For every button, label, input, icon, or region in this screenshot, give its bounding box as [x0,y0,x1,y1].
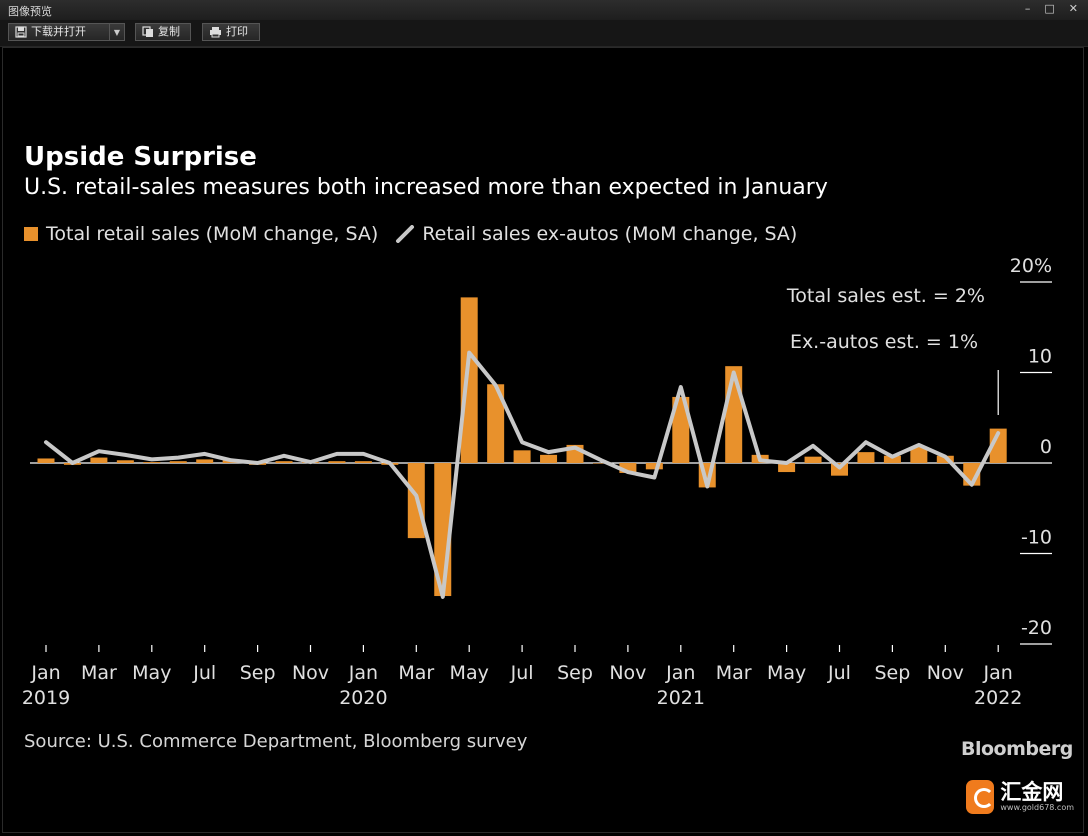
bar-total-retail [857,452,875,463]
window-controls: – □ ✕ [1025,2,1078,15]
y-tick-label: 10 [1028,346,1052,368]
download-dropdown-button[interactable]: ▼ [109,23,125,41]
x-tick-year-label: 2019 [22,687,70,709]
watermark: 汇金网 www.gold678.com [966,775,1074,819]
x-tick-month-label: Jan [348,662,378,684]
bar-total-retail [37,458,55,463]
legend-bar-label: Total retail sales (MoM change, SA) [46,223,379,245]
close-icon[interactable]: ✕ [1068,2,1078,15]
preview-frame [2,47,1084,833]
x-tick-year-label: 2021 [657,687,705,709]
x-tick-month-label: Nov [292,662,329,684]
x-tick-month-label: Jul [827,662,851,684]
y-tick-label: 0 [1040,436,1052,458]
copy-button[interactable]: 复制 [135,23,191,41]
download-open-label: 下载并打开 [31,25,86,38]
window-title: 图像预览 [8,5,52,18]
watermark-text: 汇金网 www.gold678.com [1000,780,1074,812]
x-tick-month-label: Sep [874,662,910,684]
bar-total-retail [116,460,134,463]
bar-total-retail [883,455,901,463]
bar-total-retail [592,463,610,464]
bar-total-retail [619,463,637,473]
x-tick-month-label: Jul [510,662,534,684]
chart-subtitle: U.S. retail-sales measures both increase… [24,175,828,200]
bar-total-retail [169,461,187,463]
copy-label: 复制 [158,25,180,38]
line-ex-autos [44,350,1001,599]
copy-icon [142,26,153,37]
minimize-icon[interactable]: – [1024,2,1031,15]
bar-total-retail [143,462,161,463]
chart-title: Upside Surprise [24,142,257,172]
chart-legend: Total retail sales (MoM change, SA) Reta… [24,223,797,245]
maximize-icon[interactable]: □ [1044,2,1055,15]
printer-icon [210,27,221,38]
chevron-down-icon: ▼ [113,28,121,37]
bar-total-retail [328,461,346,463]
bar-total-retail [513,450,531,463]
x-tick-month-label: Jan [665,662,695,684]
x-tick-month-label: Nov [609,662,646,684]
x-tick-year-label: 2020 [339,687,387,709]
x-tick-month-label: Nov [927,662,964,684]
chart-source: Source: U.S. Commerce Department, Bloomb… [24,731,528,752]
bar-total-retail [354,461,372,463]
x-tick-month-label: Mar [398,662,434,684]
bar-total-retail [196,459,214,463]
x-tick-month-label: Jan [30,662,60,684]
print-label: 打印 [226,25,248,38]
y-tick-label: 20% [1010,255,1052,277]
y-tick-label: -20 [1021,617,1052,639]
legend-line-swatch [396,225,415,243]
bloomberg-logo: Bloomberg [961,738,1073,760]
x-tick-month-label: Sep [240,662,276,684]
x-tick-month-label: Sep [557,662,593,684]
annotation-total-est: Total sales est. = 2% [786,285,985,307]
bar-total-retail [910,446,928,463]
legend-line-label: Retail sales ex-autos (MoM change, SA) [422,223,798,245]
bar-total-retail [275,461,293,463]
save-icon [15,26,27,38]
legend-bar-swatch [24,227,38,241]
watermark-logo-icon [966,780,995,814]
x-tick-year-label: 2022 [974,687,1022,709]
bar-total-retail [540,454,558,463]
x-tick-month-label: May [767,662,806,684]
x-tick-month-label: Jan [983,662,1013,684]
x-tick-month-label: May [132,662,171,684]
x-tick-month-label: Mar [81,662,117,684]
x-tick-month-label: Mar [716,662,752,684]
x-tick-month-label: Jul [192,662,216,684]
bar-total-retail [460,297,478,463]
bar-total-retail [804,456,822,463]
bar-total-retail [90,457,108,463]
y-tick-label: -10 [1021,527,1052,549]
annotation-exautos-est: Ex.-autos est. = 1% [790,331,978,353]
bar-total-retail [487,384,505,463]
bar-total-retail [778,463,796,473]
toolbar: 下载并打开 ▼ 复制 打印 [0,20,1088,47]
print-button[interactable]: 打印 [202,23,260,41]
bar-total-retail [672,396,690,463]
bar-total-retail [645,463,663,470]
x-tick-month-label: May [450,662,489,684]
